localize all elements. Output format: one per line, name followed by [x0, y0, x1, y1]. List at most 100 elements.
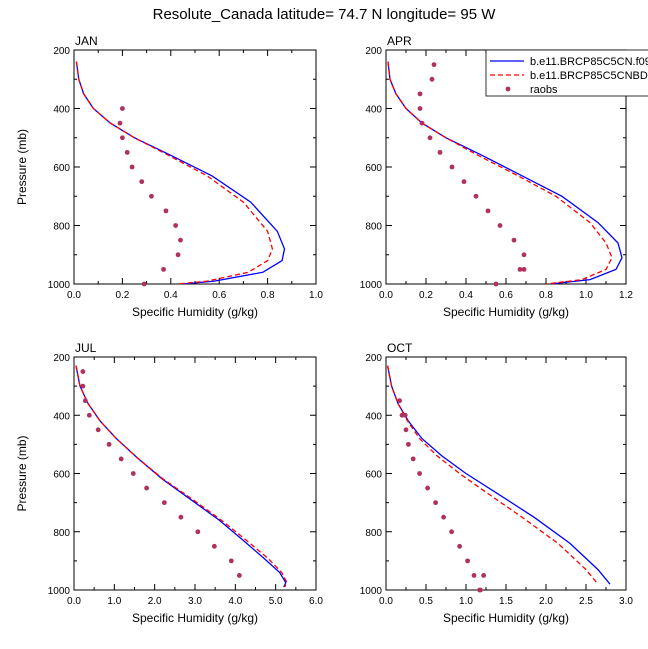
panel-label: OCT	[387, 341, 413, 355]
x-axis-label: Specific Humidity (g/kg)	[443, 305, 569, 319]
y-tick-label: 400	[365, 411, 382, 422]
obs-point	[457, 543, 462, 549]
y-tick-label: 800	[365, 528, 382, 539]
obs-point	[449, 164, 455, 170]
x-tick-label: 1.0	[309, 290, 323, 301]
obs-point	[403, 427, 409, 433]
obs-point	[497, 223, 503, 228]
x-tick-label: 3.0	[619, 596, 633, 607]
obs-point	[95, 427, 101, 433]
x-tick-label: 0.0	[379, 596, 393, 607]
obs-point	[521, 266, 527, 272]
y-tick-label: 1000	[360, 280, 383, 291]
obs-point	[471, 573, 477, 578]
x-tick-label: 0.2	[115, 290, 129, 301]
obs-point	[149, 193, 154, 199]
obs-point	[144, 485, 150, 491]
series-line-model2	[75, 365, 288, 588]
obs-point	[419, 120, 425, 126]
obs-point	[429, 76, 435, 82]
x-tick-label: 0.0	[379, 290, 393, 301]
x-tick-label: 1.0	[459, 596, 473, 607]
obs-point	[80, 383, 86, 389]
y-tick-label: 200	[53, 46, 70, 57]
x-axis-label: Specific Humidity (g/kg)	[132, 305, 258, 319]
y-tick-label: 1000	[360, 586, 383, 597]
obs-point	[441, 514, 446, 520]
panel-jul: JUL 0.0 1.0 2.0 3.0 4.0 5.0 6.0 200 400 600 800 1000…	[15, 341, 323, 625]
legend-marker	[505, 86, 511, 92]
obs-point	[478, 587, 483, 593]
obs-point	[511, 237, 517, 243]
y-axis-label: Pressure (mb)	[15, 129, 29, 205]
x-tick-label: 1.5	[499, 596, 513, 607]
legend-label: b.e11.BRCP85C5CN.f09_g16	[530, 56, 648, 68]
obs-point	[130, 471, 136, 476]
y-tick-label: 200	[365, 46, 382, 57]
x-axis-label: Specific Humidity (g/kg)	[443, 611, 569, 625]
obs-point	[139, 179, 145, 185]
x-tick-label: 0.2	[419, 290, 433, 301]
obs-point	[117, 120, 123, 126]
obs-point	[521, 252, 527, 258]
x-tick-label: 0.0	[67, 290, 81, 301]
obs-point	[437, 149, 443, 155]
obs-point	[397, 398, 402, 404]
legend: b.e11.BRCP85C5CN.f09_g16 b.e11.BRCP85C5CN…	[485, 49, 648, 97]
series-line-model2	[386, 365, 599, 585]
panel-label: APR	[387, 34, 412, 48]
x-tick-label: 1.2	[619, 290, 633, 301]
obs-point	[473, 193, 479, 199]
obs-point	[195, 529, 201, 535]
x-axis-label: Specific Humidity (g/kg)	[132, 611, 258, 625]
x-tick-label: 0.4	[164, 290, 178, 301]
legend-label: raobs	[530, 84, 558, 96]
x-tick-label: 2.0	[148, 596, 162, 607]
panel-label: JAN	[75, 34, 98, 48]
y-tick-label: 1000	[48, 280, 71, 291]
series-line-model1	[75, 61, 286, 284]
obs-point	[141, 281, 147, 287]
obs-point	[417, 91, 423, 97]
y-tick-label: 400	[365, 105, 382, 116]
obs-point	[106, 441, 112, 447]
obs-point	[427, 135, 433, 141]
obs-point	[228, 558, 234, 564]
obs-point	[118, 456, 124, 462]
obs-point	[485, 208, 491, 214]
chart-title: Resolute_Canada latitude= 74.7 N longitu…	[152, 6, 496, 23]
y-tick-label: 400	[53, 105, 70, 116]
y-axis-label: Pressure (mb)	[15, 435, 29, 511]
y-tick-label: 800	[53, 222, 70, 233]
obs-point	[163, 208, 169, 214]
obs-point	[124, 149, 130, 155]
x-tick-label: 2.0	[539, 596, 553, 607]
obs-point	[120, 106, 125, 111]
x-tick-label: 2.5	[579, 596, 593, 607]
x-tick-label: 0.6	[212, 290, 226, 301]
y-tick-label: 200	[53, 353, 70, 364]
obs-point	[417, 106, 423, 111]
y-tick-label: 200	[365, 353, 382, 364]
y-tick-label: 800	[53, 528, 70, 539]
obs-point	[481, 573, 486, 578]
x-tick-label: 0.6	[499, 290, 513, 301]
y-tick-label: 800	[365, 222, 382, 233]
obs-point	[493, 281, 499, 287]
obs-point	[161, 266, 166, 272]
obs-point	[80, 369, 86, 374]
x-tick-label: 1.0	[579, 290, 593, 301]
x-tick-label: 0.4	[459, 290, 473, 301]
obs-point	[175, 252, 181, 258]
obs-point	[431, 62, 437, 68]
obs-point	[211, 543, 217, 549]
x-tick-label: 1.0	[107, 596, 121, 607]
x-tick-label: 6.0	[309, 596, 323, 607]
x-tick-label: 0.0	[67, 596, 81, 607]
obs-point	[178, 237, 183, 243]
obs-point	[449, 529, 454, 535]
obs-point	[173, 223, 179, 228]
obs-point	[517, 266, 523, 272]
obs-point	[129, 164, 135, 170]
